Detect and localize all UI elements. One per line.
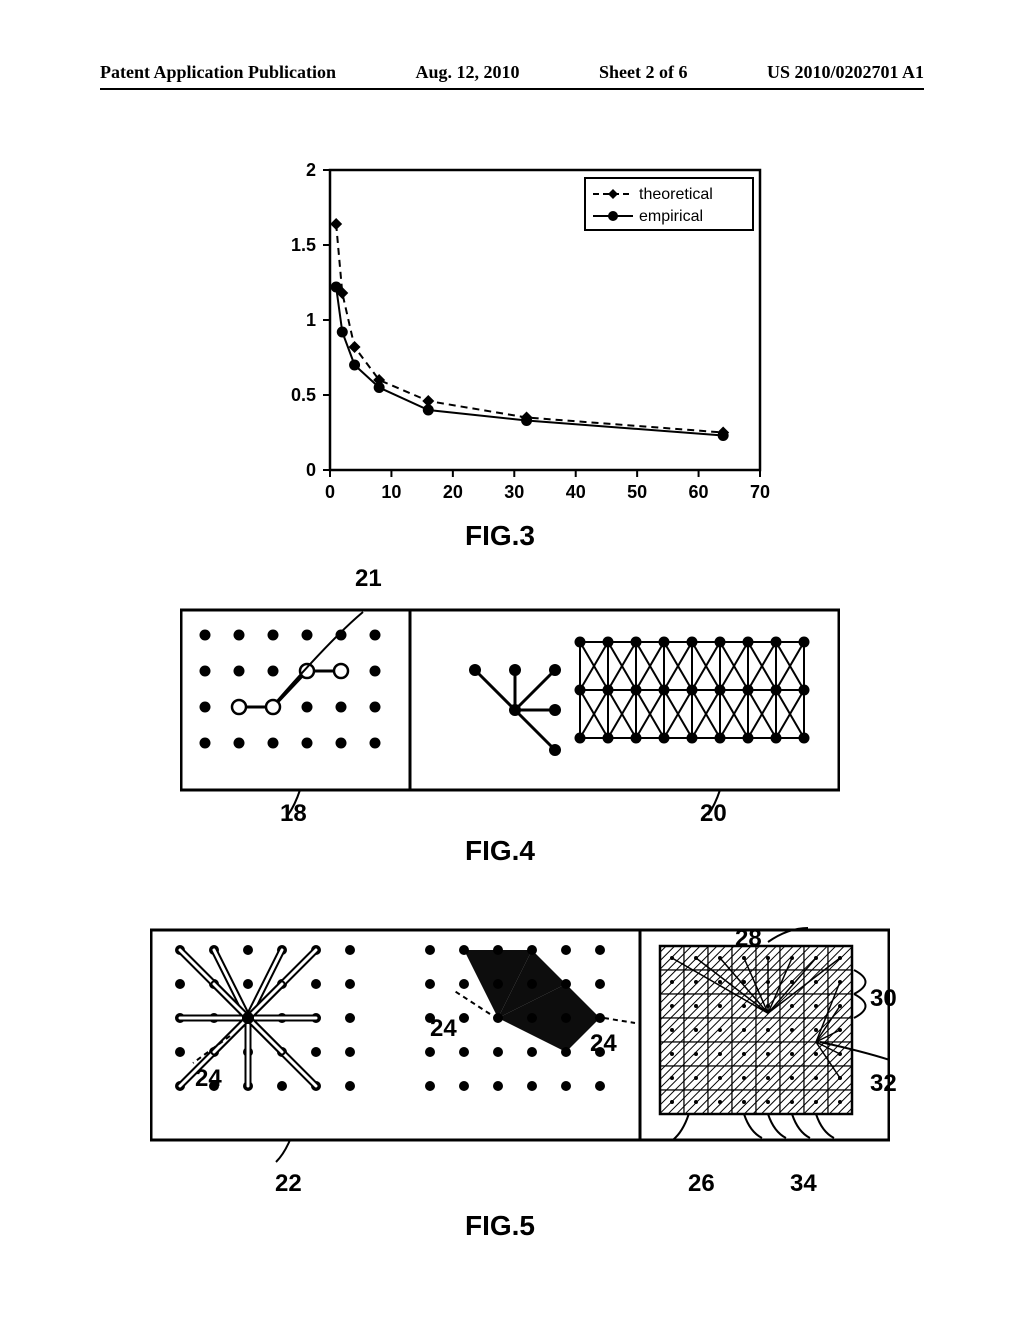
- svg-text:1: 1: [306, 310, 316, 330]
- header-left: Patent Application Publication: [100, 62, 336, 83]
- fig5-ref-26: 26: [688, 1170, 715, 1198]
- fig5-ref-24b: 24: [430, 1015, 457, 1043]
- svg-text:theoretical: theoretical: [639, 186, 713, 203]
- svg-text:2: 2: [306, 160, 316, 180]
- fig4-label: FIG.4: [400, 835, 600, 867]
- svg-text:10: 10: [381, 482, 401, 502]
- fig5-ref-24a: 24: [195, 1065, 222, 1093]
- fig5-ref-34: 34: [790, 1170, 817, 1198]
- svg-text:20: 20: [443, 482, 463, 502]
- fig5-ref-22: 22: [275, 1170, 302, 1198]
- svg-text:0: 0: [306, 460, 316, 480]
- fig5-ref-24c: 24: [590, 1030, 617, 1058]
- fig5-ref-32: 32: [870, 1070, 897, 1098]
- fig4-ref-21: 21: [355, 565, 382, 593]
- fig5-label: FIG.5: [400, 1210, 600, 1242]
- svg-text:0: 0: [325, 482, 335, 502]
- header-date: Aug. 12, 2010: [416, 62, 520, 83]
- svg-text:empirical: empirical: [639, 208, 703, 225]
- svg-text:30: 30: [504, 482, 524, 502]
- svg-text:1.5: 1.5: [291, 235, 316, 255]
- header-sheet: Sheet 2 of 6: [599, 62, 688, 83]
- fig3-label: FIG.3: [400, 520, 600, 552]
- fig4-ref-18: 18: [280, 800, 307, 828]
- fig5-ref-30: 30: [870, 985, 897, 1013]
- fig4-panels: [180, 590, 840, 820]
- svg-text:70: 70: [750, 482, 770, 502]
- svg-text:60: 60: [689, 482, 709, 502]
- fig3-chart: 0 10 20 30 40 50 60 70 0 0.5 1 1.5 2 theoretical empir…: [260, 160, 790, 520]
- svg-text:40: 40: [566, 482, 586, 502]
- fig5-ref-28: 28: [735, 925, 762, 953]
- page-header: Patent Application Publication Aug. 12, …: [0, 62, 1024, 83]
- svg-text:50: 50: [627, 482, 647, 502]
- svg-text:0.5: 0.5: [291, 385, 316, 405]
- header-rule: [100, 88, 924, 90]
- header-pubno: US 2010/0202701 A1: [767, 62, 924, 83]
- fig4-ref-20: 20: [700, 800, 727, 828]
- fig5-panels: [150, 910, 890, 1170]
